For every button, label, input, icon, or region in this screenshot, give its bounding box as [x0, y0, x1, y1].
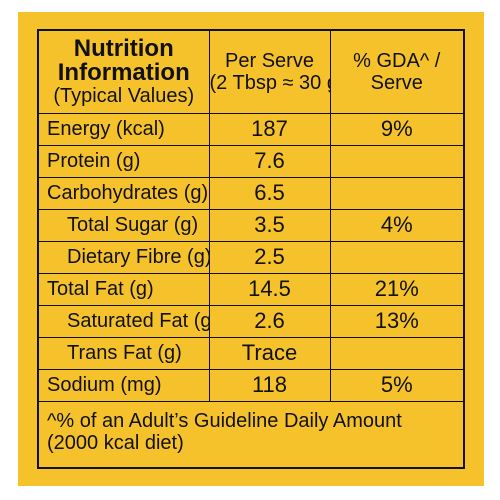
nutrient-gda	[329, 336, 463, 370]
table-row: Carbohydrates (g) 6.5	[39, 176, 463, 210]
table-row: Total Fat (g) 14.5 21%	[39, 272, 463, 306]
footnote-line-1: ^% of an Adult’s Guideline Daily Amount	[47, 409, 402, 432]
nutrient-value: 7.6	[208, 144, 331, 178]
footnote-line-2: (2000 kcal diet)	[47, 431, 184, 454]
nutrient-value: 14.5	[208, 272, 331, 306]
table-row: Energy (kcal) 187 9%	[39, 112, 463, 146]
nutrient-name: Sodium (mg)	[39, 368, 210, 402]
per-serve-label: Per Serve	[225, 49, 314, 72]
table-row: Total Sugar (g) 3.5 4%	[39, 208, 463, 242]
title-line-3: (Typical Values)	[53, 84, 195, 107]
nutrient-gda	[329, 144, 463, 178]
header-title-cell: Nutrition Information (Typical Values)	[39, 31, 210, 114]
nutrient-gda	[329, 240, 463, 274]
nutrient-name: Saturated Fat (g)	[39, 304, 210, 338]
nutrient-gda: 9%	[329, 112, 463, 146]
footnote-cell: ^% of an Adult’s Guideline Daily Amount …	[39, 400, 463, 484]
gda-label-line-2: Serve	[370, 71, 423, 94]
table-row: Protein (g) 7.6	[39, 144, 463, 178]
table-row: Saturated Fat (g) 2.6 13%	[39, 304, 463, 338]
nutrient-gda: 4%	[329, 208, 463, 242]
nutrient-gda	[329, 176, 463, 210]
nutrition-label: Nutrition Information (Typical Values) P…	[37, 29, 465, 484]
nutrient-value: Trace	[208, 336, 331, 370]
title-line-1: Nutrition	[73, 34, 174, 62]
nutrient-name: Carbohydrates (g)	[39, 176, 210, 210]
table-header-row: Nutrition Information (Typical Values) P…	[39, 31, 463, 114]
header-per-serve-cell: Per Serve (2 Tbsp ≈ 30 g)	[208, 31, 331, 114]
nutrient-value: 2.5	[208, 240, 331, 274]
nutrient-value: 187	[208, 112, 331, 146]
nutrition-table: Nutrition Information (Typical Values) P…	[39, 31, 463, 484]
nutrient-gda: 21%	[329, 272, 463, 306]
table-row: Sodium (mg) 118 5%	[39, 368, 463, 402]
table-row: Trans Fat (g) Trace	[39, 336, 463, 370]
nutrient-gda: 5%	[329, 368, 463, 402]
header-gda-cell: % GDA^ / Serve	[329, 31, 463, 114]
nutrient-name: Total Fat (g)	[39, 272, 210, 306]
nutrient-name: Dietary Fibre (g)	[39, 240, 210, 274]
gda-label-line-1: % GDA^ /	[353, 49, 441, 72]
nutrient-value: 6.5	[208, 176, 331, 210]
nutrient-name: Protein (g)	[39, 144, 210, 178]
nutrient-name: Energy (kcal)	[39, 112, 210, 146]
table-row: Dietary Fibre (g) 2.5	[39, 240, 463, 274]
nutrient-value: 3.5	[208, 208, 331, 242]
nutrient-value: 2.6	[208, 304, 331, 338]
nutrient-value: 118	[208, 368, 331, 402]
title-line-2: Information	[57, 58, 190, 86]
serving-size-label: (2 Tbsp ≈ 30 g)	[209, 71, 329, 94]
nutrient-gda: 13%	[329, 304, 463, 338]
footnote-row: ^% of an Adult’s Guideline Daily Amount …	[39, 400, 463, 484]
nutrient-name: Trans Fat (g)	[39, 336, 210, 370]
nutrient-name: Total Sugar (g)	[39, 208, 210, 242]
